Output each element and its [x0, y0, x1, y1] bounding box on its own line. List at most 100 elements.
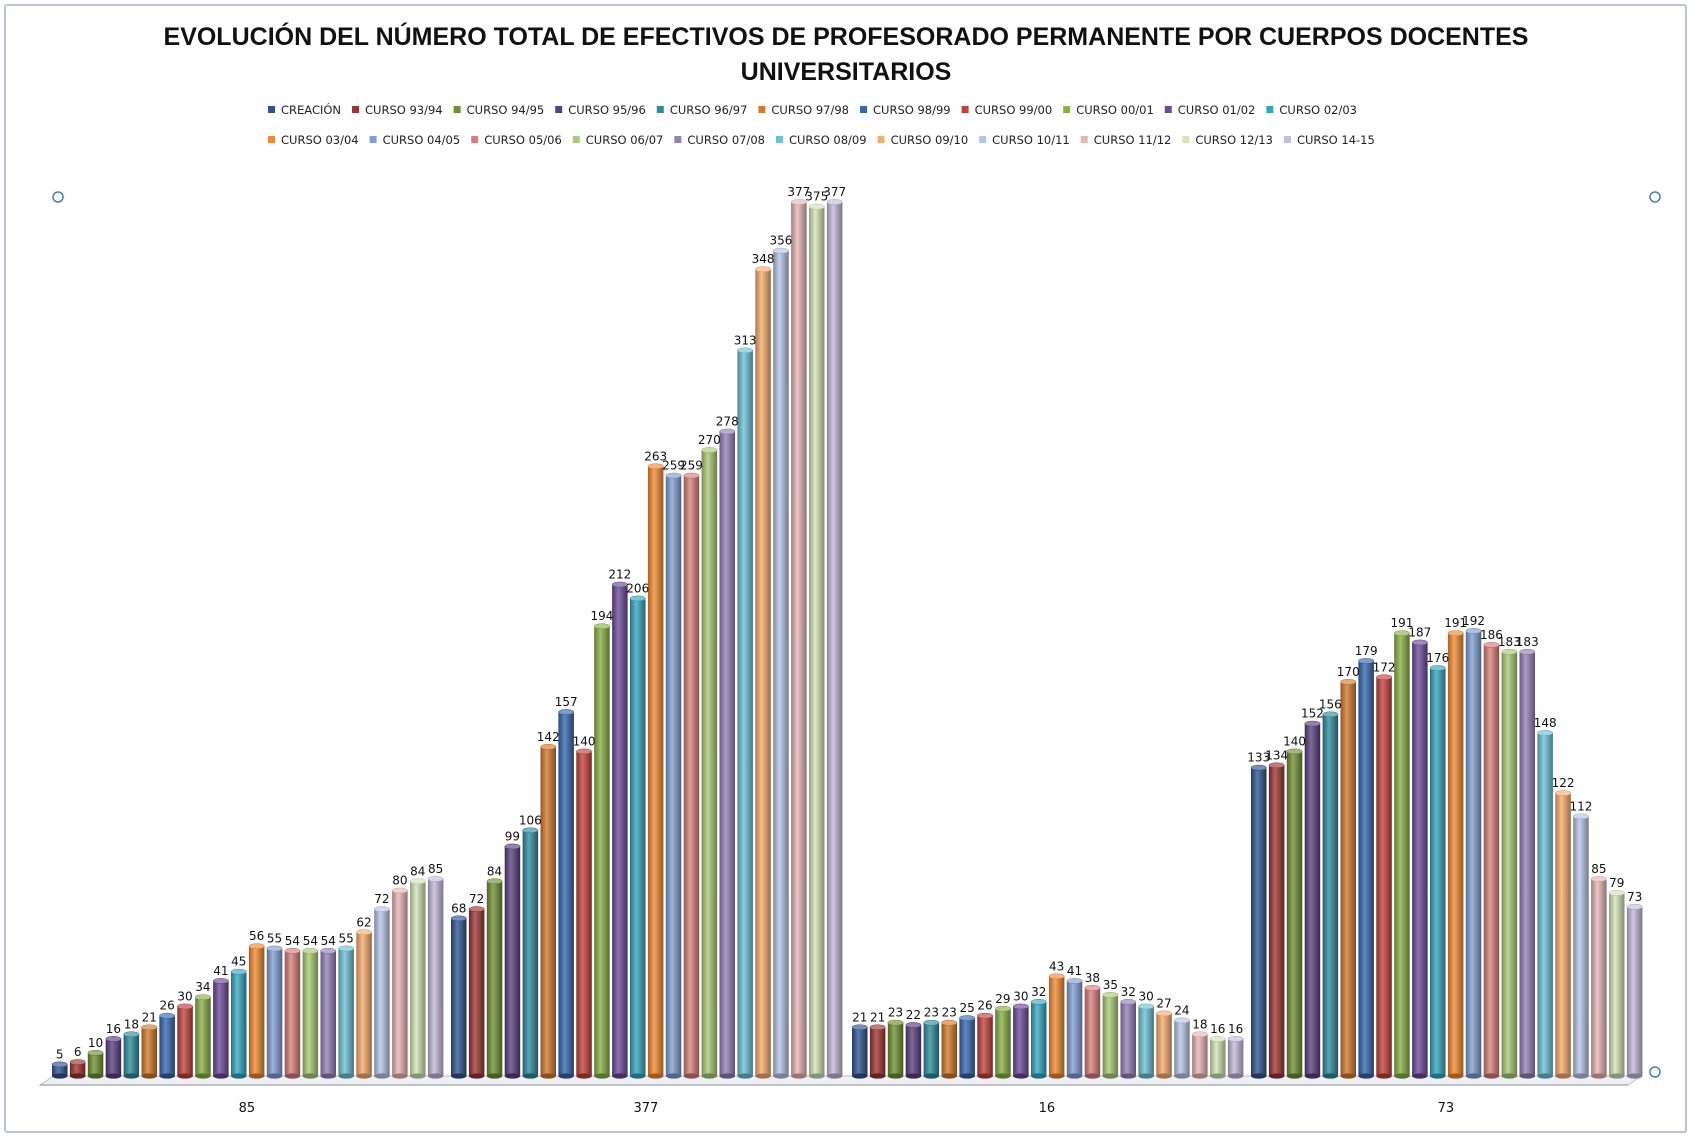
bar-top — [558, 709, 575, 715]
category-tick-label: 85 — [239, 1101, 256, 1116]
bar-base — [1031, 1073, 1047, 1079]
legend-item: CURSO 05/06 — [471, 133, 562, 147]
data-label: 263 — [644, 449, 667, 463]
bar-top — [373, 906, 390, 912]
bar — [665, 472, 682, 1079]
data-label: 22 — [906, 1008, 921, 1022]
data-label: 54 — [321, 934, 336, 948]
bar-base — [374, 1073, 390, 1079]
bar-body — [1626, 906, 1643, 1076]
bar — [1156, 1010, 1173, 1079]
bar-body — [320, 950, 336, 1076]
legend-item: CURSO 97/98 — [758, 103, 849, 117]
data-label: 10 — [88, 1036, 103, 1050]
bar — [230, 968, 247, 1079]
data-label: 348 — [752, 252, 775, 266]
bar — [1120, 998, 1137, 1079]
legend-label: CURSO 10/11 — [992, 133, 1070, 147]
bar-base — [486, 1073, 503, 1079]
legend-swatch — [1080, 136, 1088, 143]
bar-base — [540, 1073, 556, 1079]
bar-body — [1192, 1034, 1208, 1076]
legend-item: CURSO 04/05 — [369, 133, 460, 147]
bar-top — [1102, 992, 1119, 998]
bar — [427, 876, 444, 1079]
data-label: 212 — [608, 568, 631, 582]
data-label: 16 — [1210, 1022, 1225, 1036]
data-label: 73 — [1627, 890, 1642, 904]
data-label: 187 — [1408, 625, 1431, 639]
bar — [1340, 679, 1357, 1079]
data-label: 30 — [1013, 989, 1028, 1003]
legend-item: CURSO 01/02 — [1164, 103, 1255, 117]
bar-base — [248, 1073, 265, 1079]
bar-body — [1537, 732, 1553, 1076]
legend-label: CURSO 09/10 — [891, 133, 969, 147]
chart-title-line2: UNIVERSITARIOS — [741, 58, 952, 86]
data-label: 179 — [1355, 644, 1378, 658]
bar-base — [1048, 1073, 1065, 1079]
data-label: 377 — [823, 185, 846, 199]
bar-body — [69, 1062, 86, 1076]
bar-body — [1394, 633, 1410, 1076]
bar-body — [1501, 651, 1518, 1076]
bar-top — [302, 947, 319, 954]
bar-base — [302, 1073, 319, 1079]
bar — [1268, 762, 1285, 1079]
bar-top — [105, 1036, 122, 1042]
bar — [701, 447, 718, 1079]
bar — [576, 748, 593, 1079]
bar — [194, 994, 211, 1079]
bar — [755, 266, 772, 1079]
data-label: 45 — [231, 955, 246, 969]
data-label: 41 — [213, 964, 228, 978]
bar — [1304, 720, 1321, 1079]
bar-body — [1084, 987, 1101, 1076]
resize-handle[interactable] — [1649, 191, 1661, 203]
plot-area — [51, 199, 1643, 1079]
legend-label: CURSO 11/12 — [1094, 133, 1172, 147]
bar-base — [719, 1073, 735, 1079]
bar-top — [576, 748, 593, 755]
bar — [1429, 665, 1446, 1079]
data-label: 183 — [1498, 635, 1521, 649]
bar-top — [212, 978, 229, 984]
bar-base — [1465, 1073, 1482, 1079]
bar-base — [213, 1073, 229, 1079]
bar-base — [941, 1073, 957, 1079]
resize-handle[interactable] — [52, 191, 64, 203]
legend-label: CURSO 12/13 — [1195, 133, 1273, 147]
bar — [1322, 711, 1339, 1079]
resize-handle[interactable] — [1649, 1066, 1661, 1078]
bar — [1411, 639, 1428, 1079]
bar — [87, 1049, 104, 1079]
bar-top — [1286, 748, 1303, 755]
data-label: 194 — [590, 609, 613, 623]
bar-body — [1447, 633, 1464, 1076]
bar — [887, 1019, 904, 1079]
legend-label: CURSO 00/01 — [1076, 103, 1154, 117]
bar-top — [450, 915, 467, 922]
bar-body — [374, 909, 390, 1076]
bar — [373, 906, 390, 1079]
legend-label: CURSO 98/99 — [873, 103, 951, 117]
bar-top — [141, 1024, 158, 1031]
legend-label: CURSO 94/95 — [467, 103, 545, 117]
bar-base — [1013, 1073, 1029, 1079]
data-label: 148 — [1534, 716, 1557, 730]
bar-body — [392, 890, 408, 1076]
data-label: 18 — [1192, 1017, 1207, 1031]
bar-body — [231, 971, 247, 1076]
bar-body — [284, 950, 301, 1076]
data-label: 192 — [1462, 614, 1485, 628]
bar-body — [791, 202, 807, 1076]
bar-body — [338, 948, 354, 1076]
legend-swatch — [268, 136, 275, 143]
bar-base — [410, 1073, 426, 1079]
legend-swatch — [979, 136, 987, 143]
bar — [1555, 790, 1572, 1079]
data-label: 85 — [1591, 862, 1606, 876]
bar-body — [1519, 651, 1535, 1076]
bar-body — [941, 1022, 957, 1076]
data-label: 72 — [374, 892, 389, 906]
